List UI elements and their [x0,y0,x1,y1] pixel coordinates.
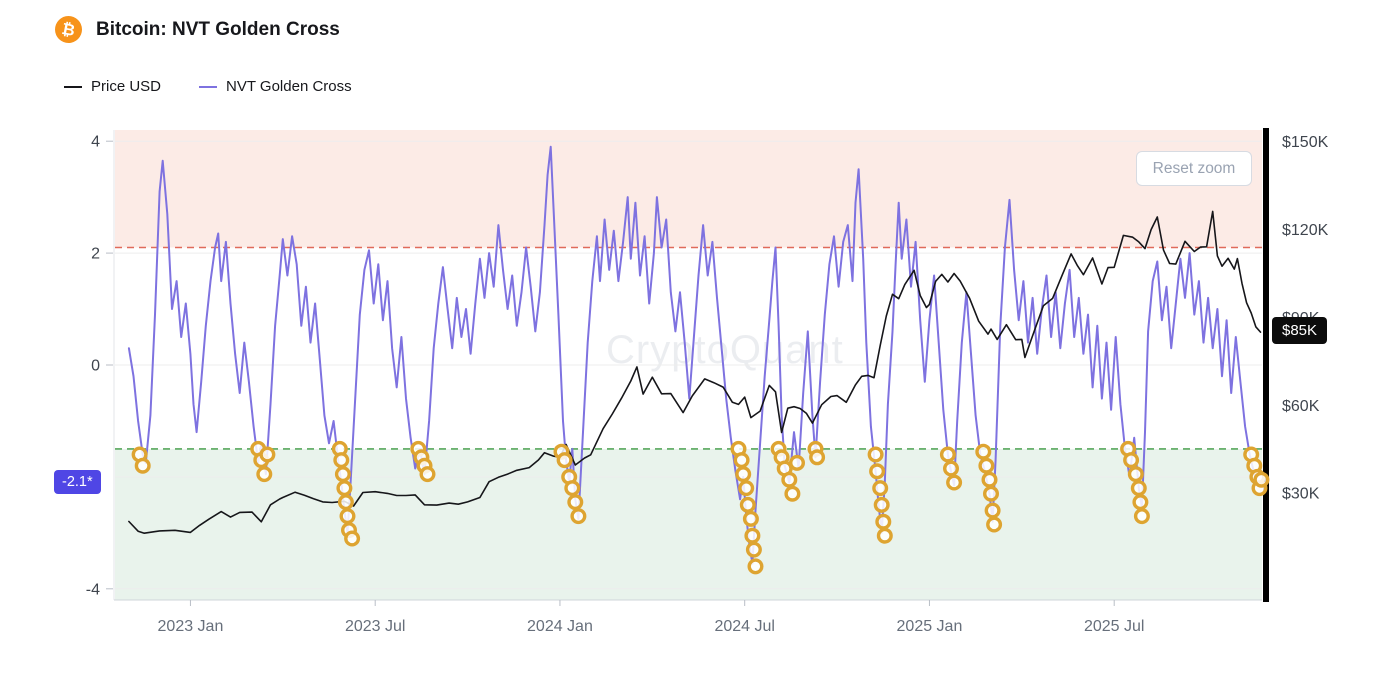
golden-cross-marker[interactable] [333,452,350,469]
right-tick-label: $60K [1282,398,1320,415]
golden-cross-marker[interactable] [975,443,992,460]
golden-cross-marker[interactable] [744,527,761,544]
golden-cross-marker[interactable] [1253,471,1270,488]
golden-cross-marker[interactable] [336,480,353,497]
overbought-band [115,130,1262,248]
legend-label-price-usd: Price USD [91,78,162,95]
golden-cross-marker[interactable] [981,471,998,488]
x-tick-label: 2025 Jan [897,618,963,635]
golden-cross-marker[interactable] [939,446,956,463]
legend-label-nvt-golden-cross: NVT Golden Cross [226,78,352,95]
golden-cross-marker[interactable] [869,463,886,480]
price-usd-line[interactable] [128,210,1262,535]
golden-cross-marker[interactable] [334,466,351,483]
x-tick-label: 2025 Jul [1084,618,1145,635]
legend-item-price-usd[interactable]: Price USD [64,78,161,95]
golden-cross-marker[interactable] [739,496,756,513]
page-title: Bitcoin: NVT Golden Cross [96,18,340,40]
golden-cross-marker[interactable] [339,508,356,525]
golden-cross-marker[interactable] [978,457,995,474]
golden-cross-marker[interactable] [567,494,584,511]
golden-cross-marker[interactable] [872,480,889,497]
golden-cross-marker[interactable] [564,480,581,497]
golden-cross-marker[interactable] [419,466,436,483]
nvt-current-value-badge: -2.1* [54,469,101,494]
golden-cross-marker[interactable] [738,480,755,497]
bitcoin-icon: ₿ [52,13,85,46]
golden-cross-marker[interactable] [742,510,759,527]
price-current-value-badge: $85K [1272,317,1328,345]
golden-cross-marker[interactable] [745,541,762,558]
chart-header: ₿ Bitcoin: NVT Golden Cross [52,13,340,46]
right-axis-bar [1263,128,1269,602]
x-tick-label: 2023 Jul [345,618,406,635]
golden-cross-marker[interactable] [876,527,893,544]
left-tick-label: 4 [91,134,100,151]
golden-cross-marker[interactable] [809,449,826,466]
golden-cross-marker[interactable] [570,508,587,525]
golden-cross-marker[interactable] [784,485,801,502]
golden-cross-marker[interactable] [556,452,573,469]
legend: Price USD NVT Golden Cross [64,78,352,95]
legend-item-nvt-golden-cross[interactable]: NVT Golden Cross [199,78,352,95]
golden-cross-marker[interactable] [789,454,806,471]
right-tick-label: $150K [1282,134,1329,151]
right-tick-label: $120K [1282,222,1329,239]
golden-cross-marker[interactable] [983,485,1000,502]
nvt-golden-cross-line[interactable] [127,145,1260,565]
oversold-band [115,448,1262,600]
x-tick-label: 2024 Jul [714,618,775,635]
golden-cross-marker[interactable] [733,452,750,469]
golden-cross-marker[interactable] [875,513,892,530]
golden-cross-marker[interactable] [735,466,752,483]
x-tick-label: 2024 Jan [527,618,593,635]
golden-cross-marker[interactable] [943,460,960,477]
golden-cross-marker[interactable] [344,530,361,547]
right-tick-label: $30K [1282,486,1320,503]
nvt-line-swatch [199,85,218,88]
golden-cross-marker[interactable] [259,446,276,463]
left-tick-label: 0 [91,358,100,375]
golden-cross-marker[interactable] [747,558,764,575]
golden-cross-marker[interactable] [984,502,1001,519]
golden-cross-marker[interactable] [134,457,151,474]
golden-cross-marker[interactable] [1133,508,1150,525]
golden-cross-marker[interactable] [1132,494,1149,511]
golden-cross-marker[interactable] [781,471,798,488]
x-tick-label: 2023 Jan [158,618,224,635]
golden-cross-marker[interactable] [1123,452,1140,469]
price-line-swatch [64,85,82,88]
golden-cross-marker[interactable] [1130,480,1147,497]
golden-cross-marker[interactable] [873,496,890,513]
golden-cross-marker[interactable] [256,466,273,483]
golden-cross-marker[interactable] [1127,466,1144,483]
golden-cross-marker[interactable] [337,494,354,511]
left-tick-label: 2 [91,246,100,263]
left-tick-label: -4 [86,581,100,598]
golden-cross-marker[interactable] [986,516,1003,533]
golden-cross-marker[interactable] [867,446,884,463]
reset-zoom-button[interactable]: Reset zoom [1136,151,1252,186]
golden-cross-marker[interactable] [946,474,963,491]
